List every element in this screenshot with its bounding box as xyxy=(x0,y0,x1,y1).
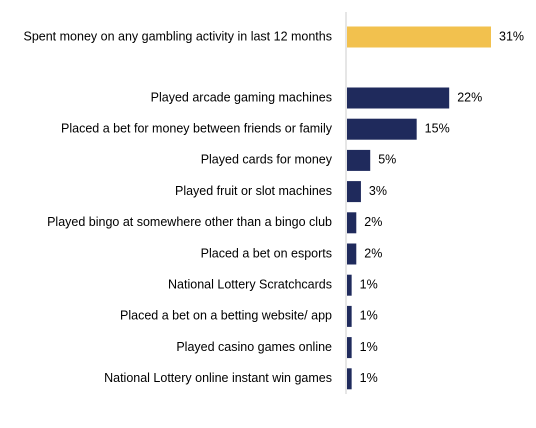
category-label: Played cards for money xyxy=(201,153,333,167)
bar xyxy=(347,87,450,109)
value-label: 15% xyxy=(425,121,450,135)
bar-row: National Lottery online instant win game… xyxy=(104,368,378,390)
category-label: Played casino games online xyxy=(176,340,332,354)
bar-highlight xyxy=(347,26,491,48)
value-label: 3% xyxy=(369,184,387,198)
bar xyxy=(347,337,352,359)
value-label: 2% xyxy=(364,215,382,229)
bar xyxy=(347,368,352,390)
bar-row: Played casino games online 1% xyxy=(176,337,378,359)
bar xyxy=(347,243,357,265)
category-label: Played arcade gaming machines xyxy=(151,90,332,104)
category-label: Placed a bet on esports xyxy=(201,246,332,260)
category-label: Spent money on any gambling activity in … xyxy=(23,29,332,43)
value-label: 1% xyxy=(360,371,378,385)
category-label: National Lottery online instant win game… xyxy=(104,371,332,385)
bar-row: Placed a bet on esports 2% xyxy=(201,243,382,265)
bar xyxy=(347,274,352,296)
bar-row: Spent money on any gambling activity in … xyxy=(23,26,524,48)
category-label: Placed a bet on a betting website/ app xyxy=(120,309,332,323)
bar-row: Placed a bet for money between friends o… xyxy=(61,118,450,140)
category-label: Placed a bet for money between friends o… xyxy=(61,121,333,135)
bar-row: Played cards for money 5% xyxy=(201,149,396,171)
bar xyxy=(347,212,357,234)
value-label: 1% xyxy=(360,309,378,323)
value-label: 5% xyxy=(378,153,396,167)
value-label: 2% xyxy=(364,246,382,260)
bar-row: Placed a bet on a betting website/ app 1% xyxy=(120,305,378,327)
bar xyxy=(347,149,371,171)
bar xyxy=(347,118,417,140)
bar-row: National Lottery Scratchcards 1% xyxy=(168,274,378,296)
bar-row: Played arcade gaming machines 22% xyxy=(151,87,482,109)
bar-row: Played bingo at somewhere other than a b… xyxy=(47,212,382,234)
bar xyxy=(347,181,361,203)
value-label: 1% xyxy=(360,340,378,354)
bar-row: Played fruit or slot machines 3% xyxy=(175,181,387,203)
bars-group: Spent money on any gambling activity in … xyxy=(23,26,524,390)
category-label: National Lottery Scratchcards xyxy=(168,277,332,291)
value-label: 1% xyxy=(360,277,378,291)
bar xyxy=(347,305,352,327)
value-label: 31% xyxy=(499,29,524,43)
value-label: 22% xyxy=(457,90,482,104)
category-label: Played fruit or slot machines xyxy=(175,184,332,198)
category-label: Played bingo at somewhere other than a b… xyxy=(47,215,332,229)
